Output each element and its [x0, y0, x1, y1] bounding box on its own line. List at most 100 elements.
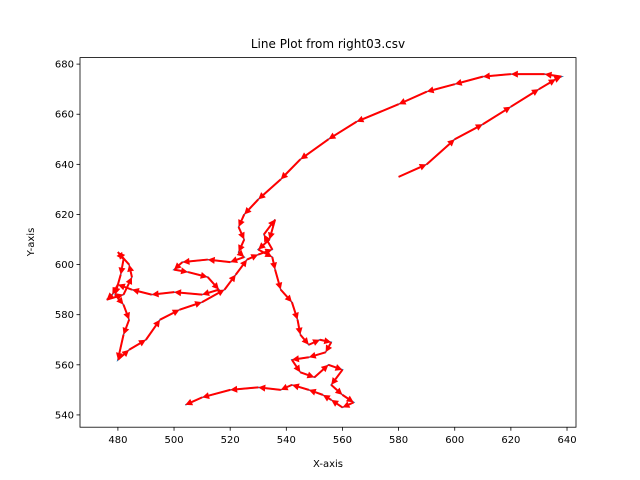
arrow-shaft [106, 295, 118, 301]
arrow-shaft [138, 290, 152, 296]
arrow-head [180, 267, 189, 275]
arrow [202, 388, 231, 399]
arrow [207, 256, 231, 264]
arrow [291, 383, 310, 391]
arrow-head [138, 339, 146, 347]
arrow [291, 355, 309, 363]
arrow-shaft [237, 386, 259, 391]
arrow-shaft [234, 264, 244, 276]
arrow [341, 394, 354, 403]
arrow-shaft [240, 214, 246, 222]
arrow-shaft [124, 286, 133, 291]
arrow-shaft [208, 388, 231, 397]
arrow-head [544, 71, 553, 79]
arrow-shaft [298, 385, 310, 391]
arrow-head [284, 294, 292, 303]
arrow-head [127, 264, 135, 273]
arrow [342, 401, 355, 408]
arrow-shaft [284, 158, 302, 176]
y-tick-label: 600 [55, 260, 74, 271]
arrow [238, 214, 246, 227]
arrow [510, 70, 545, 78]
arrow [291, 359, 301, 373]
arrow-head [280, 383, 289, 391]
arrow-head [323, 337, 332, 345]
arrow-shaft [122, 282, 130, 296]
arrow-head [312, 339, 320, 346]
arrow [482, 106, 511, 126]
arrow-head [418, 164, 427, 171]
arrow-head [356, 115, 365, 123]
arrow-shaft [263, 224, 272, 236]
arrow-head [230, 385, 238, 393]
arrow-head [263, 234, 271, 243]
arrow [174, 289, 203, 297]
arrow-head [123, 311, 130, 320]
arrow-shaft [173, 268, 182, 272]
arrow-shaft [206, 276, 216, 286]
arrow-shaft [328, 363, 337, 369]
arrow-shaft [117, 251, 121, 255]
arrow [263, 234, 274, 251]
arrow [258, 238, 271, 250]
arrow-shaft [179, 303, 196, 311]
arrow-head [216, 289, 225, 297]
arrow [267, 219, 277, 240]
arrow [206, 276, 219, 290]
arrow [328, 363, 343, 371]
arrow-head [238, 231, 245, 240]
arrow-head [292, 311, 299, 320]
arrow [131, 287, 152, 296]
chart-title: Line Plot from right03.csv [251, 37, 405, 51]
arrow-shaft [189, 258, 208, 263]
arrow-shaft [308, 341, 315, 346]
arrow-head [270, 261, 277, 270]
arrow-shaft [305, 138, 330, 157]
arrow-head [211, 282, 219, 290]
arrow-head [300, 152, 309, 160]
arrow-head [151, 290, 159, 298]
arrow [236, 249, 245, 258]
arrow [454, 75, 484, 86]
x-axis-label: X-axis [313, 459, 343, 470]
arrow-head [228, 274, 236, 283]
arrow-head [258, 242, 266, 250]
arrow-shaft [328, 397, 332, 401]
arrow-shaft [129, 271, 133, 278]
arrow-shaft [270, 219, 277, 234]
arrow [182, 257, 208, 265]
arrow [300, 371, 315, 379]
arrow [325, 341, 333, 353]
arrow [114, 294, 124, 305]
arrow-head [291, 383, 300, 391]
arrow-head [207, 256, 216, 264]
arrow-shaft [461, 75, 484, 84]
arrow-shaft [330, 384, 338, 391]
arrow-shaft [201, 292, 219, 304]
arrow-head [342, 401, 351, 408]
arrow-shaft [426, 143, 451, 166]
arrow-shaft [223, 279, 233, 291]
arrow-head [308, 388, 317, 396]
arrow-shaft [328, 341, 333, 347]
arrow [290, 301, 299, 320]
arrow-head [510, 70, 518, 78]
arrow-shaft [257, 248, 267, 255]
arrow [313, 364, 329, 379]
arrow [113, 274, 122, 295]
arrow [244, 198, 259, 215]
arrow [328, 120, 358, 140]
arrow [122, 319, 131, 335]
arrow-head [474, 124, 483, 131]
arrow-shaft [271, 256, 275, 263]
arrow-shaft [265, 387, 281, 391]
arrow [331, 369, 344, 385]
x-tick-label: 520 [221, 435, 240, 446]
arrow-head [275, 281, 283, 290]
arrow [322, 394, 332, 402]
arrow-shaft [398, 166, 421, 178]
arrow-shaft [266, 240, 274, 251]
arrow [553, 76, 562, 83]
arrow [116, 251, 124, 260]
